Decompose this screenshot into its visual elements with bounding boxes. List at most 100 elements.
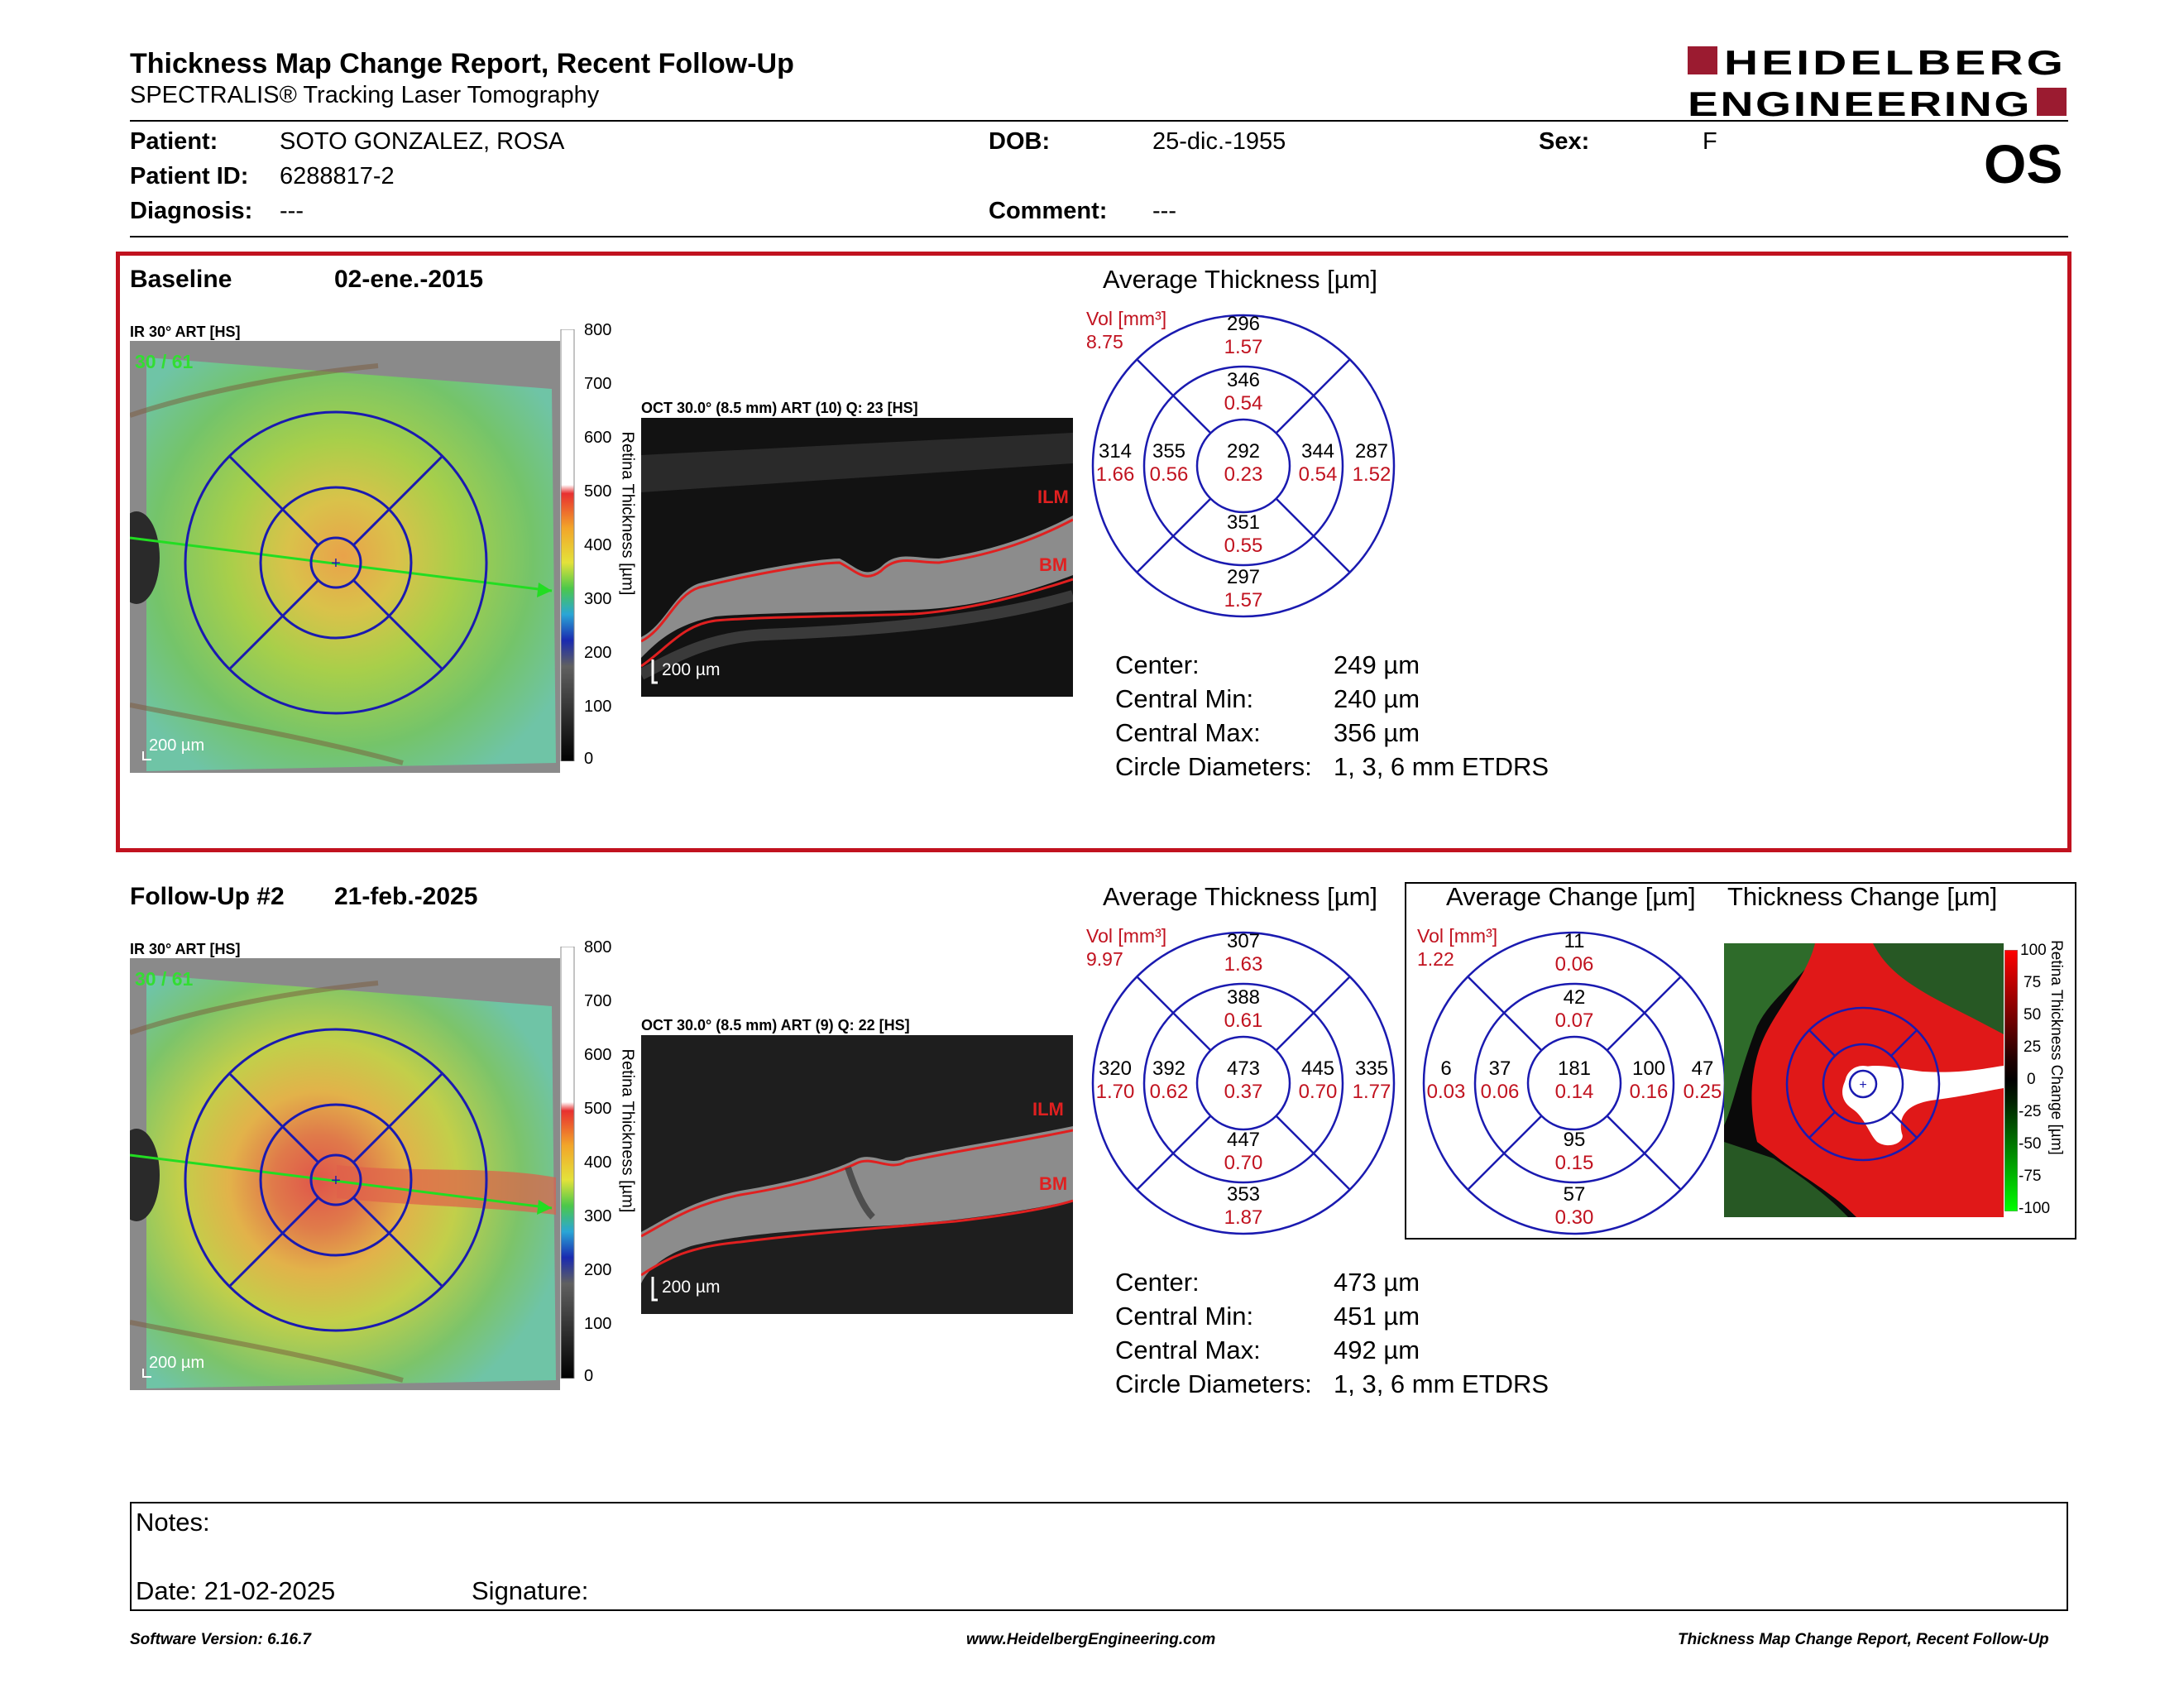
cbar-tick: 700: [584, 992, 612, 1010]
change-tick: -100: [2019, 1200, 2051, 1217]
change-center: 181 0.14: [1554, 1057, 1594, 1103]
change-tick: 75: [2024, 974, 2042, 991]
followup-vol-label: Vol [mm³]: [1086, 925, 1167, 947]
etdrs-outer-nas: 335 1.77: [1352, 1057, 1391, 1103]
change-colorbar-ticks: 100 75 50 25 0 -25 -50 -75 -100: [2019, 942, 2052, 1217]
svg-text:ENGINEERING: ENGINEERING: [1688, 84, 2032, 121]
cbar-tick: 200: [584, 1261, 612, 1279]
baseline-oct-scan: [641, 418, 1073, 697]
etdrs-center: 473 0.37: [1224, 1057, 1263, 1103]
followup-colorbar-title: Retina Thickness [µm]: [618, 1048, 637, 1213]
baseline-etdrs-values: 296 1.57 346 0.54 314 1.66 355 0.56 292 0.23 …: [1090, 313, 1396, 619]
etdrs-inner-inf: 447 0.70: [1224, 1129, 1263, 1174]
change-avg-title: Average Change [µm]: [1446, 882, 1696, 911]
baseline-quality: 30 / 61: [135, 351, 194, 372]
svg-text:+: +: [331, 1172, 341, 1190]
cbar-tick: 800: [584, 938, 612, 957]
etdrs-inner-sup: 388 0.61: [1224, 986, 1263, 1032]
etdrs-inner-inf: 351 0.55: [1224, 511, 1263, 557]
etdrs-inner-sup: 346 0.54: [1224, 369, 1263, 415]
cbar-tick: 500: [584, 482, 612, 501]
report-subtitle: SPECTRALIS® Tracking Laser Tomography: [130, 82, 600, 108]
thickness-change-title: Thickness Change [µm]: [1727, 882, 1998, 911]
etdrs-outer-nas: 287 1.52: [1352, 440, 1391, 486]
sex-value: F: [1703, 128, 1717, 155]
patient-label: Patient:: [130, 128, 218, 155]
followup-ir-label: IR 30° ART [HS]: [130, 941, 241, 957]
cbar-tick: 800: [584, 321, 612, 339]
baseline-ir-label: IR 30° ART [HS]: [130, 324, 241, 340]
baseline-panel: [116, 252, 2071, 852]
change-tick: 0: [2027, 1071, 2036, 1088]
change-vol-label: Vol [mm³]: [1417, 925, 1498, 947]
change-tick: -75: [2019, 1168, 2042, 1185]
followup-etdrs-values: 307 1.63 388 0.61 320 1.70 392 0.62 473 0.37 …: [1090, 930, 1396, 1236]
baseline-oct-scale: 200 µm: [662, 660, 721, 679]
patient-id-label: Patient ID:: [130, 163, 249, 189]
report-title: Thickness Map Change Report, Recent Foll…: [130, 48, 794, 79]
cbar-tick: 400: [584, 1153, 612, 1172]
followup-etdrs-grid: [1091, 931, 1396, 1235]
change-colorbar: [2004, 950, 2018, 1211]
followup-colorbar-ticks: 800 700 600 500 400 300 200 100 0: [581, 938, 614, 1385]
change-tick: -25: [2019, 1103, 2042, 1120]
followup-oct-scale: 200 µm: [662, 1278, 721, 1297]
change-inner-nas: 100 0.16: [1629, 1057, 1669, 1103]
cbar-tick: 400: [584, 536, 612, 554]
followup-ilm-label: ILM: [1032, 1099, 1064, 1120]
eye-label: OS: [1984, 133, 2063, 194]
change-outer-temp: 6 0.03: [1426, 1057, 1466, 1103]
followup-max-label: Central Max:: [1115, 1336, 1261, 1364]
dob-value: 25-dic.-1955: [1152, 128, 1286, 155]
etdrs-outer-inf: 297 1.57: [1224, 566, 1263, 611]
cbar-tick: 0: [584, 750, 594, 768]
change-tick: 50: [2024, 1006, 2042, 1024]
change-outer-inf: 57 0.30: [1554, 1183, 1594, 1229]
etdrs-outer-sup: 307 1.63: [1224, 930, 1263, 976]
change-outer-nas: 47 0.25: [1683, 1057, 1722, 1103]
cbar-tick: 300: [584, 1207, 612, 1225]
change-inner-temp: 37 0.06: [1480, 1057, 1520, 1103]
change-tick: 100: [2020, 942, 2047, 959]
baseline-etdrs-grid: [1091, 314, 1396, 618]
followup-map-scale: 200 µm: [149, 1354, 205, 1372]
baseline-max-value: 356 µm: [1334, 718, 1420, 747]
followup-thickness-map: +: [130, 958, 560, 1390]
followup-oct-label: OCT 30.0° (8.5 mm) ART (9) Q: 22 [HS]: [641, 1017, 910, 1033]
diagnosis-label: Diagnosis:: [130, 198, 253, 224]
cbar-tick: 500: [584, 1100, 612, 1118]
followup-center-label: Center:: [1115, 1268, 1200, 1297]
change-etdrs-values: 11 0.06 42 0.07 6 0.03 37 0.06 181 0.14 100 0.…: [1421, 930, 1727, 1236]
baseline-center-label: Center:: [1115, 650, 1200, 679]
baseline-bm-label: BM: [1039, 554, 1068, 575]
cbar-tick: 100: [584, 698, 612, 716]
dob-label: DOB:: [989, 128, 1051, 155]
followup-oct-scan: [641, 1035, 1073, 1314]
followup-min-label: Central Min:: [1115, 1302, 1254, 1331]
etdrs-inner-nas: 344 0.54: [1298, 440, 1338, 486]
notes-label: Notes:: [136, 1508, 210, 1537]
baseline-date: 02-ene.-2015: [334, 266, 484, 293]
followup-center-value: 473 µm: [1334, 1268, 1420, 1297]
baseline-center-value: 249 µm: [1334, 650, 1420, 679]
change-tick: -50: [2019, 1135, 2042, 1153]
diagnosis-value: ---: [280, 198, 304, 224]
etdrs-inner-nas: 445 0.70: [1298, 1057, 1338, 1103]
change-inner-inf: 95 0.15: [1554, 1129, 1594, 1174]
cbar-tick: 100: [584, 1315, 612, 1333]
followup-colorbar: [560, 947, 575, 1379]
etdrs-outer-temp: 320 1.70: [1095, 1057, 1135, 1103]
baseline-vol-total: 8.75: [1086, 331, 1123, 352]
heidelberg-logo: HEIDELBERG ENGINEERING: [1688, 43, 2067, 121]
followup-vol-total: 9.97: [1086, 948, 1123, 970]
followup-label: Follow-Up #2: [130, 883, 285, 910]
notes-box[interactable]: [130, 1502, 2068, 1611]
baseline-oct-label: OCT 30.0° (8.5 mm) ART (10) Q: 23 [HS]: [641, 400, 918, 416]
change-colorbar-title: Retina Thickness Change [µm]: [2048, 940, 2065, 1155]
cbar-tick: 700: [584, 375, 612, 393]
footer-website: www.HeidelbergEngineering.com: [966, 1631, 1216, 1648]
baseline-min-value: 240 µm: [1334, 684, 1420, 713]
baseline-colorbar: [560, 329, 575, 761]
thickness-change-map: +: [1724, 943, 2004, 1217]
baseline-thickness-map: +: [130, 341, 560, 773]
